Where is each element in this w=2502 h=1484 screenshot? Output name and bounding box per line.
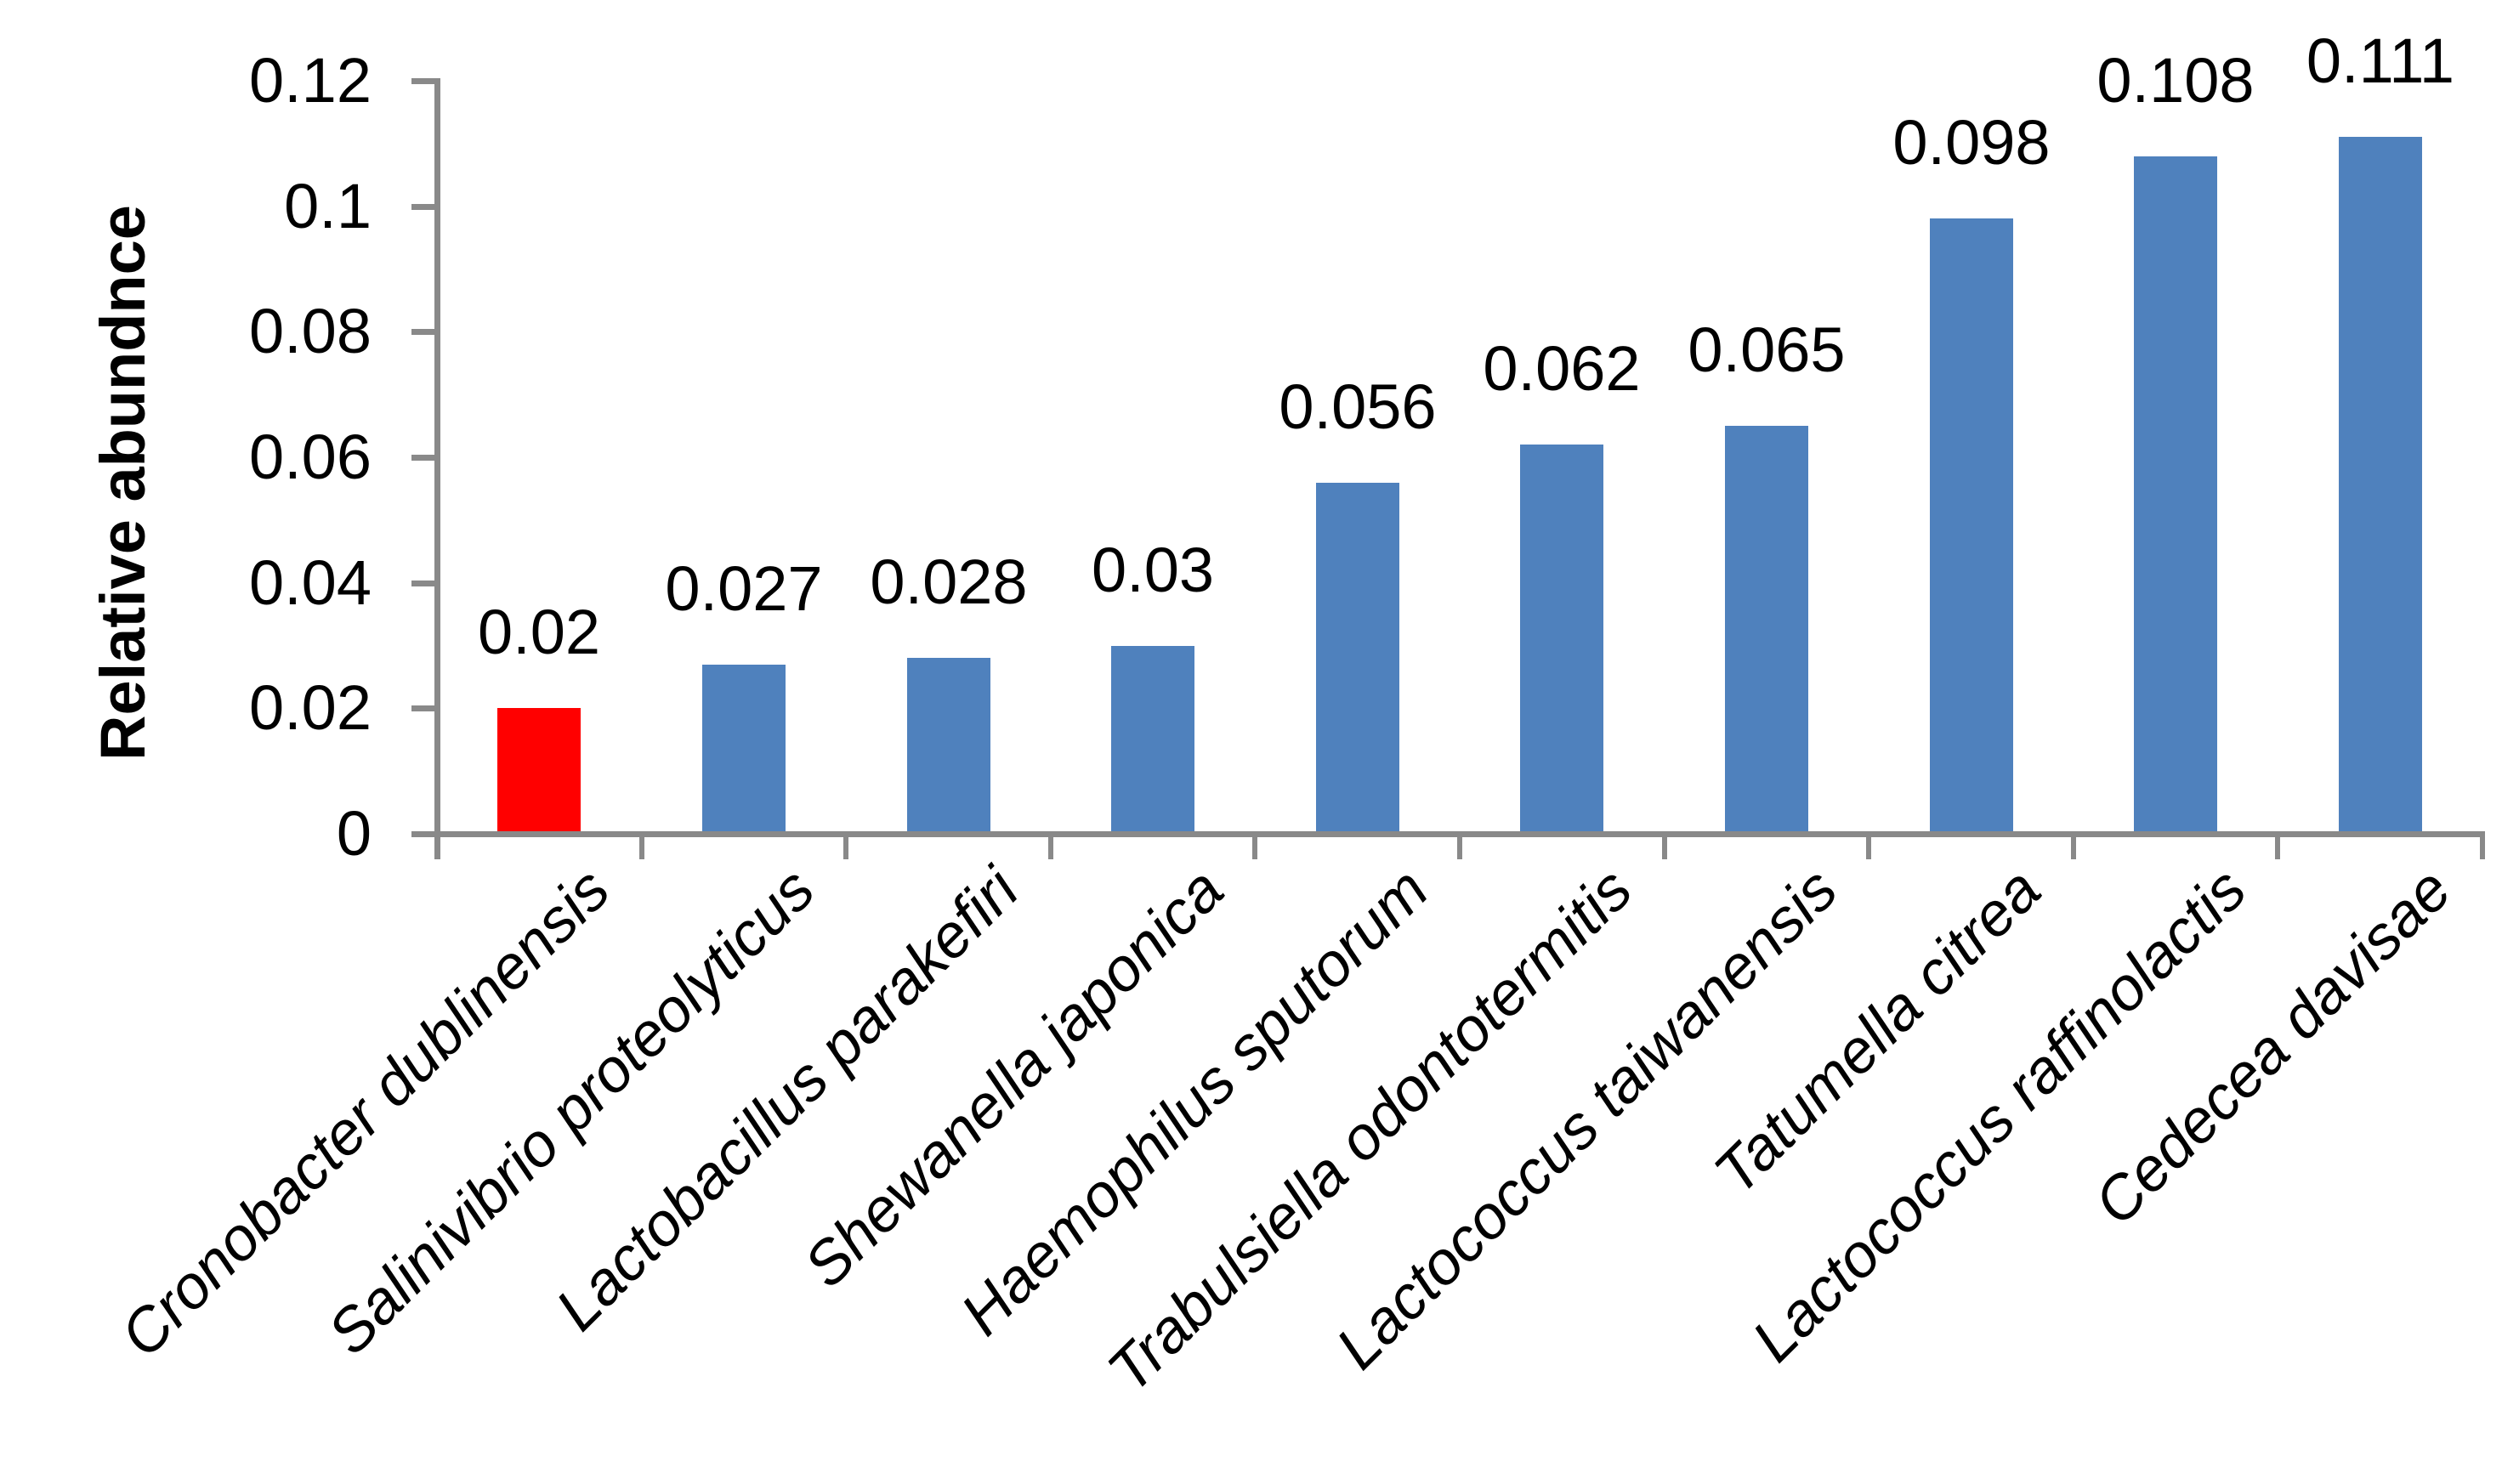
y-axis-line [434, 78, 440, 859]
y-tick-mark [411, 705, 434, 711]
bar-value-label: 0.108 [2096, 45, 2255, 116]
y-tick-label: 0.1 [284, 171, 372, 241]
x-tick-mark [843, 834, 848, 859]
bar [2339, 137, 2422, 831]
bar-value-label: 0.065 [1688, 314, 1846, 385]
x-tick-mark [1662, 834, 1667, 859]
y-tick-label: 0 [336, 798, 372, 869]
y-tick-mark [411, 581, 434, 586]
y-tick-label: 0.08 [248, 296, 372, 366]
y-tick-label: 0.02 [248, 672, 372, 743]
y-tick-mark [411, 455, 434, 461]
x-tick-mark [2480, 834, 2485, 859]
bar-value-label: 0.098 [1892, 107, 2051, 178]
bar [1725, 426, 1808, 831]
y-tick-label: 0.04 [248, 547, 372, 618]
x-tick-mark [2275, 834, 2280, 859]
x-category-label: Cedecea davisae [2080, 855, 2464, 1238]
y-tick-mark [411, 78, 434, 84]
bar [1111, 646, 1194, 831]
bar [1930, 218, 2013, 831]
bar [1316, 483, 1399, 831]
x-tick-mark [1457, 834, 1462, 859]
bar-value-label: 0.056 [1279, 371, 1437, 442]
bar [702, 665, 786, 831]
bar-value-label: 0.028 [870, 547, 1028, 617]
x-tick-mark [1048, 834, 1053, 859]
x-tick-mark [2071, 834, 2076, 859]
x-tick-mark [1252, 834, 1257, 859]
bar-value-label: 0.02 [477, 597, 601, 667]
bar [1520, 445, 1603, 831]
y-tick-label: 0.12 [248, 45, 372, 116]
bar-value-label: 0.03 [1091, 535, 1215, 605]
bar [497, 708, 581, 831]
y-tick-label: 0.06 [248, 422, 372, 492]
y-tick-mark [411, 329, 434, 335]
x-tick-mark [1866, 834, 1871, 859]
bar-value-label: 0.062 [1483, 333, 1641, 404]
y-tick-mark [411, 831, 434, 837]
bar [2134, 156, 2217, 831]
y-tick-mark [411, 204, 434, 210]
x-tick-mark [639, 834, 644, 859]
bar-value-label: 0.027 [665, 553, 823, 624]
bar [907, 658, 990, 831]
bar-value-label: 0.111 [2306, 25, 2455, 96]
